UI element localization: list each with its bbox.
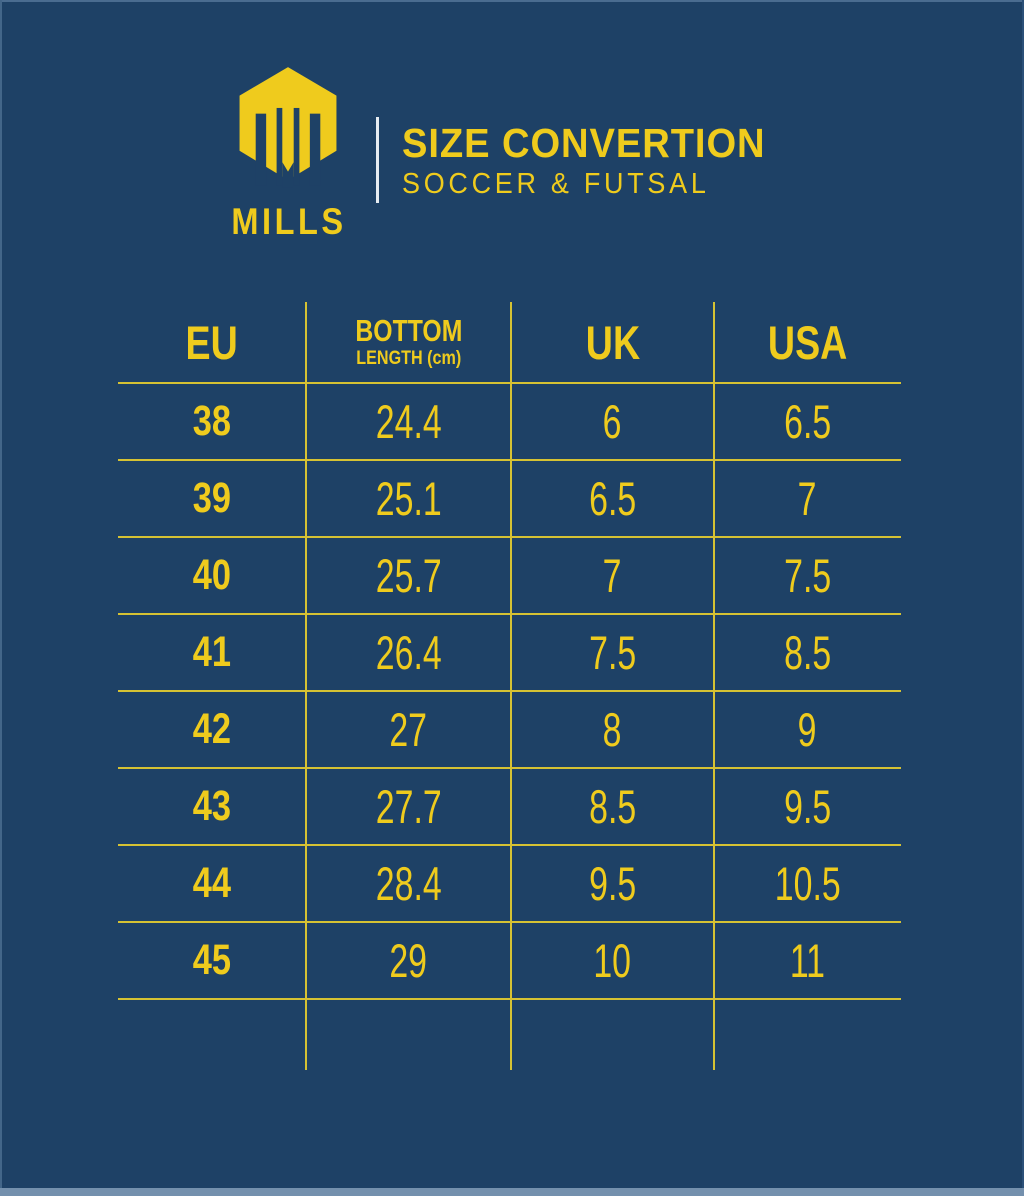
size-value: 8 [603,703,622,756]
column-sublabel: LENGTH (cm) [356,347,461,369]
size-value: 7.5 [783,549,832,602]
size-value-cell: 8.5 [511,768,714,845]
size-value-cell: 27 [306,691,511,768]
size-value: 6.5 [783,395,832,448]
size-value: 24.4 [375,395,442,448]
size-value: 10.5 [774,857,841,910]
size-value: 27 [389,703,428,756]
row-divider-line [118,998,901,1000]
row-divider-line [118,459,901,461]
frame-edge-left [0,0,2,1196]
row-divider-line [118,382,901,384]
column-label: BOTTOM [355,312,462,348]
row-divider-line [118,844,901,846]
size-value: 44 [192,859,232,907]
size-value: 45 [192,936,232,984]
column-divider-line [713,302,715,1070]
column-divider-line [510,302,512,1070]
size-value: 38 [192,397,232,445]
eu-size-cell: 45 [118,922,306,999]
size-value: 7.5 [588,626,637,679]
row-divider-line [118,690,901,692]
page-subtitle: SOCCER & FUTSAL [402,168,710,200]
size-value-cell: 7 [714,460,901,537]
size-value: 8.5 [588,780,637,833]
size-value: 27.7 [375,780,442,833]
header-cell: EU [118,302,306,383]
size-value: 9 [798,703,817,756]
frame-edge-bottom [0,1188,1024,1196]
mills-logo-icon [239,67,337,188]
size-value: 9.5 [588,857,637,910]
size-value: 41 [192,628,232,676]
size-value: 6.5 [588,472,637,525]
size-value: 42 [192,705,232,753]
header-divider [376,117,379,203]
size-value: 28.4 [375,857,442,910]
size-value: 25.1 [375,472,442,525]
size-value-cell: 25.1 [306,460,511,537]
size-value-cell: 10 [511,922,714,999]
size-value: 39 [192,474,232,522]
size-value-cell: 10.5 [714,845,901,922]
column-label: UK [585,316,640,369]
size-value-cell: 8.5 [714,614,901,691]
size-value-cell: 24.4 [306,383,511,460]
column-label: USA [767,316,848,369]
size-value: 40 [192,551,232,599]
size-table: EU BOTTOM LENGTH (cm) UK USA 38 24.4 6 6.5 39 25.1… [118,302,901,1070]
size-value-cell: 25.7 [306,537,511,614]
eu-size-cell: 44 [118,845,306,922]
size-value-cell: 27.7 [306,768,511,845]
header-cell: USA [714,302,901,383]
size-value: 9.5 [783,780,832,833]
page-title: SIZE CONVERTION [402,120,766,166]
frame-edge-right [1022,0,1024,1196]
size-value-cell: 29 [306,922,511,999]
size-value-cell: 9.5 [511,845,714,922]
size-value: 25.7 [375,549,442,602]
size-value: 8.5 [783,626,832,679]
size-value-cell: 6.5 [511,460,714,537]
size-value-cell: 7.5 [511,614,714,691]
size-value-cell: 28.4 [306,845,511,922]
header-cell: UK [511,302,714,383]
size-value-cell: 11 [714,922,901,999]
brand-name: MILLS [231,201,347,242]
size-value: 26.4 [375,626,442,679]
row-divider-line [118,921,901,923]
size-value-cell: 6.5 [714,383,901,460]
size-value-cell: 7.5 [714,537,901,614]
eu-size-cell: 41 [118,614,306,691]
size-value: 7 [798,472,817,525]
row-divider-line [118,536,901,538]
eu-size-cell: 42 [118,691,306,768]
size-value-cell: 7 [511,537,714,614]
size-table-grid: EU BOTTOM LENGTH (cm) UK USA 38 24.4 6 6.5 39 25.1… [118,302,901,999]
eu-size-cell: 39 [118,460,306,537]
size-value-cell: 8 [511,691,714,768]
size-value-cell: 9.5 [714,768,901,845]
size-value-cell: 9 [714,691,901,768]
size-value-cell: 26.4 [306,614,511,691]
size-value: 10 [593,934,632,987]
column-label: EU [185,316,239,369]
column-divider-line [305,302,307,1070]
size-value-cell: 6 [511,383,714,460]
eu-size-cell: 38 [118,383,306,460]
eu-size-cell: 40 [118,537,306,614]
row-divider-line [118,767,901,769]
eu-size-cell: 43 [118,768,306,845]
frame-edge-top [0,0,1024,2]
header-cell: BOTTOM LENGTH (cm) [306,302,511,383]
size-value: 29 [389,934,428,987]
size-value: 43 [192,782,232,830]
size-value: 11 [789,934,826,987]
size-value: 7 [603,549,622,602]
row-divider-line [118,613,901,615]
size-value: 6 [603,395,622,448]
